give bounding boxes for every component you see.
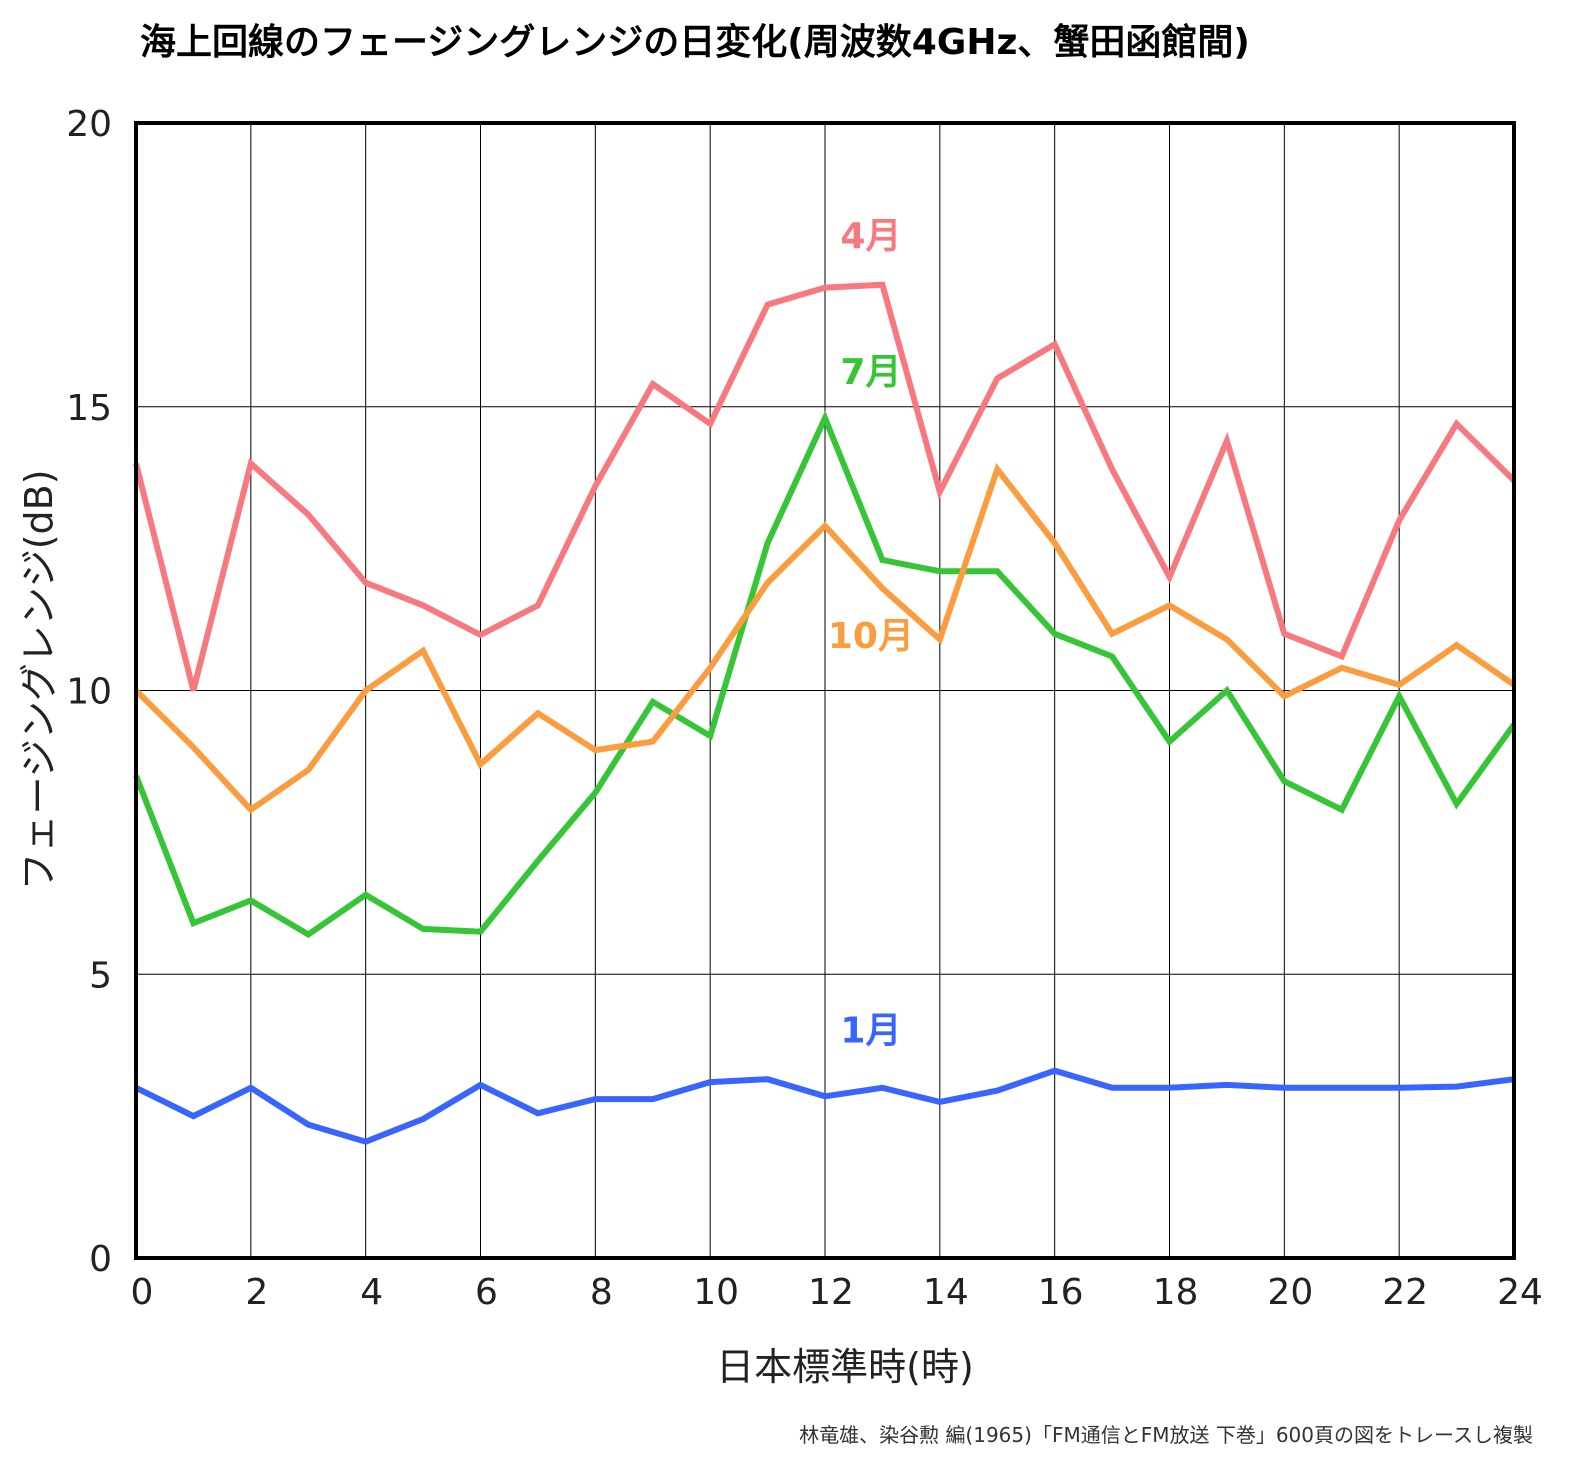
chart-title: 海上回線のフェージングレンジの日変化(周波数4GHz、蟹田函館間) — [140, 21, 1250, 63]
x-tick-label: 22 — [1382, 1272, 1428, 1313]
x-tick-label: 2 — [245, 1272, 268, 1313]
x-tick-label: 4 — [360, 1272, 383, 1313]
series-label-2: 7月 — [840, 352, 901, 393]
series-lines — [133, 281, 1517, 1145]
x-axis-label: 日本標準時(時) — [716, 1345, 974, 1389]
x-tick-labels: 0 2 4 6 8 10 12 14 16 18 20 22 24 — [131, 1272, 1543, 1313]
x-tick-label: 18 — [1153, 1272, 1199, 1313]
series-label-1: 4月 — [840, 216, 901, 257]
x-tick-label: 8 — [590, 1272, 613, 1313]
x-tick-label: 24 — [1497, 1272, 1543, 1313]
x-tick-label: 0 — [131, 1272, 154, 1313]
y-tick-label: 10 — [66, 672, 112, 713]
y-tick-label: 15 — [66, 388, 112, 429]
y-tick-label: 0 — [89, 1239, 112, 1280]
x-tick-label: 10 — [693, 1272, 739, 1313]
y-tick-label: 5 — [89, 955, 112, 996]
x-tick-label: 14 — [923, 1272, 969, 1313]
y-axis-label: フェージングレンジ(dB) — [17, 469, 61, 890]
series-line-4 — [134, 1067, 1515, 1145]
plot-frame — [134, 121, 1516, 1260]
y-tick-labels: 0 5 10 15 20 — [66, 104, 112, 1280]
x-tick-label: 20 — [1267, 1272, 1313, 1313]
source-credit: 林竜雄、染谷勲 編(1965)「FM通信とFM放送 下巻」600頁の図をトレース… — [799, 1423, 1533, 1447]
series-line-1 — [133, 281, 1517, 692]
series-label-4: 1月 — [840, 1010, 901, 1051]
series-line-2 — [133, 410, 1517, 939]
series-line-3 — [133, 462, 1516, 814]
series-label-3: 10月 — [828, 616, 914, 657]
x-tick-label: 6 — [475, 1272, 498, 1313]
series-labels: 4月 7月 10月 1月 — [828, 216, 914, 1051]
x-tick-label: 12 — [808, 1272, 854, 1313]
x-tick-label: 16 — [1038, 1272, 1084, 1313]
y-tick-label: 20 — [66, 104, 112, 145]
